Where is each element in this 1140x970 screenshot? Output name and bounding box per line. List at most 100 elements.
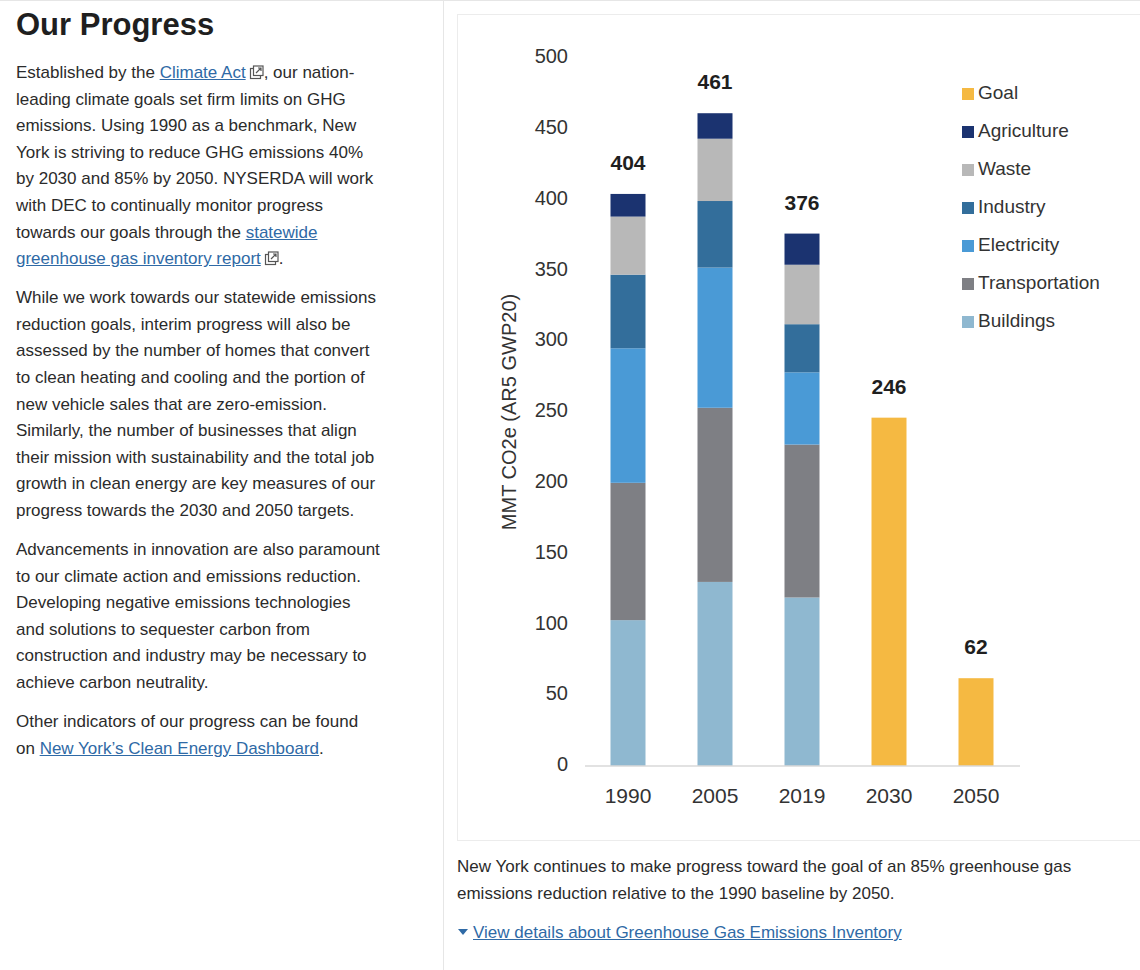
- paragraph-line: achieve carbon neutrality.: [16, 670, 208, 696]
- bar-segment: [698, 201, 733, 268]
- legend-label: Waste: [978, 158, 1031, 179]
- bar-segment: [611, 275, 646, 349]
- icon-box: [253, 66, 263, 76]
- page-title: Our Progress: [16, 6, 214, 44]
- paragraph-line: towards our goals through the statewide: [16, 220, 317, 246]
- y-tick-label: 200: [535, 470, 568, 492]
- bar-segment: [698, 408, 733, 582]
- bar-segment: [611, 483, 646, 620]
- bar-segment: [785, 372, 820, 444]
- text-link[interactable]: New York’s Clean Energy Dashboard: [40, 739, 319, 758]
- text-run: York is striving to reduce GHG emissions…: [16, 143, 363, 162]
- legend-label: Transportation: [978, 272, 1100, 293]
- text-run: on: [16, 739, 40, 758]
- paragraph-line: to our climate action and emissions redu…: [16, 564, 361, 590]
- text-run: Advancements in innovation are also para…: [16, 540, 380, 559]
- text-link[interactable]: Climate Act: [160, 63, 246, 82]
- text-run: with DEC to continually monitor progress: [16, 196, 323, 215]
- bar-segment: [611, 217, 646, 275]
- text-link[interactable]: statewide: [246, 223, 318, 242]
- total-label: 404: [610, 151, 645, 174]
- paragraph-line: to clean heating and cooling and the por…: [16, 365, 365, 391]
- legend-swatch: [962, 278, 974, 290]
- chart-caption: emissions reduction relative to the 1990…: [457, 881, 895, 907]
- x-tick-label: 2005: [692, 784, 739, 807]
- paragraph-line: leading climate goals set firm limits on…: [16, 87, 346, 113]
- y-tick-label: 400: [535, 187, 568, 209]
- paragraph-line: by 2030 and 85% by 2050. NYSERDA will wo…: [16, 166, 373, 192]
- text-run: progress towards the 2030 and 2050 targe…: [16, 501, 354, 520]
- paragraph-line: York is striving to reduce GHG emissions…: [16, 140, 363, 166]
- y-tick-label: 250: [535, 399, 568, 421]
- text-run: new vehicle sales that are zero-emission…: [16, 395, 327, 414]
- x-axis-line: [585, 765, 1020, 767]
- x-tick-label: 2019: [779, 784, 826, 807]
- icon-box: [268, 252, 278, 262]
- legend-swatch: [962, 126, 974, 138]
- text-run: growth in clean energy are key measures …: [16, 474, 375, 493]
- paragraph-line: Other indicators of our progress can be …: [16, 709, 358, 735]
- bar-segment: [872, 418, 907, 766]
- y-tick-label: 350: [535, 258, 568, 280]
- paragraph-line: reduction goals, interim progress will a…: [16, 312, 351, 338]
- paragraph-line: Established by the Climate Act, our nati…: [16, 60, 354, 86]
- details-link[interactable]: View details about Greenhouse Gas Emissi…: [473, 923, 902, 942]
- x-tick-label: 1990: [605, 784, 652, 807]
- paragraph-line: new vehicle sales that are zero-emission…: [16, 392, 327, 418]
- paragraph-line: Developing negative emissions technologi…: [16, 590, 351, 616]
- bar-segment: [698, 582, 733, 766]
- bars: [611, 113, 994, 766]
- legend-swatch: [962, 240, 974, 252]
- legend-label: Buildings: [978, 310, 1055, 331]
- text-run: Other indicators of our progress can be …: [16, 712, 358, 731]
- top-rule: [0, 0, 1140, 1]
- paragraph-line: and solutions to sequester carbon from: [16, 617, 310, 643]
- text-run: reduction goals, interim progress will a…: [16, 315, 351, 334]
- bar-segment: [698, 268, 733, 408]
- y-tick-label: 150: [535, 541, 568, 563]
- text-link[interactable]: greenhouse gas inventory report: [16, 249, 261, 268]
- bar-segment: [698, 113, 733, 138]
- paragraph-line: emissions. Using 1990 as a benchmark, Ne…: [16, 113, 356, 139]
- legend-label: Industry: [978, 196, 1046, 217]
- y-tick-label: 450: [535, 116, 568, 138]
- chart-panel: [457, 14, 1140, 841]
- legend-swatch: [962, 202, 974, 214]
- bar-segment: [785, 324, 820, 372]
- legend-label: Electricity: [978, 234, 1060, 255]
- chart-caption: New York continues to make progress towa…: [457, 854, 1071, 880]
- total-label: 461: [697, 70, 732, 93]
- text-run: their mission with sustainability and th…: [16, 448, 374, 467]
- bar-segment: [611, 620, 646, 766]
- text-run: Developing negative emissions technologi…: [16, 593, 351, 612]
- text-run: .: [279, 249, 284, 268]
- column-divider: [443, 0, 444, 970]
- paragraph-line: greenhouse gas inventory report.: [16, 246, 284, 272]
- text-run: construction and industry may be necessa…: [16, 646, 367, 665]
- external-link-icon: [264, 251, 279, 266]
- text-run: Similarly, the number of businesses that…: [16, 421, 357, 440]
- legend-label: Goal: [978, 82, 1018, 103]
- chart: 050100150200250300350400450500MMT CO2e (…: [0, 0, 1140, 970]
- paragraph-line: construction and industry may be necessa…: [16, 643, 367, 669]
- text-run: , our nation-: [264, 63, 355, 82]
- text-run: leading climate goals set firm limits on…: [16, 90, 346, 109]
- legend-swatch: [962, 316, 974, 328]
- y-tick-label: 300: [535, 328, 568, 350]
- text-run: While we work towards our statewide emis…: [16, 288, 376, 307]
- y-axis-title: MMT CO2e (AR5 GWP20): [498, 294, 520, 530]
- bar-segment: [785, 445, 820, 598]
- caret-icon: [457, 926, 469, 938]
- paragraph-line: progress towards the 2030 and 2050 targe…: [16, 498, 354, 524]
- x-tick-label: 2050: [953, 784, 1000, 807]
- details-toggle[interactable]: View details about Greenhouse Gas Emissi…: [457, 920, 902, 946]
- y-tick-label: 100: [535, 612, 568, 634]
- bar-segment: [785, 597, 820, 766]
- y-tick-label: 500: [535, 45, 568, 67]
- y-tick-label: 50: [546, 682, 568, 704]
- total-label: 246: [871, 375, 906, 398]
- bar-segment: [785, 265, 820, 324]
- paragraph-line: Advancements in innovation are also para…: [16, 537, 380, 563]
- paragraph-line: growth in clean energy are key measures …: [16, 471, 375, 497]
- paragraph-line: Similarly, the number of businesses that…: [16, 418, 357, 444]
